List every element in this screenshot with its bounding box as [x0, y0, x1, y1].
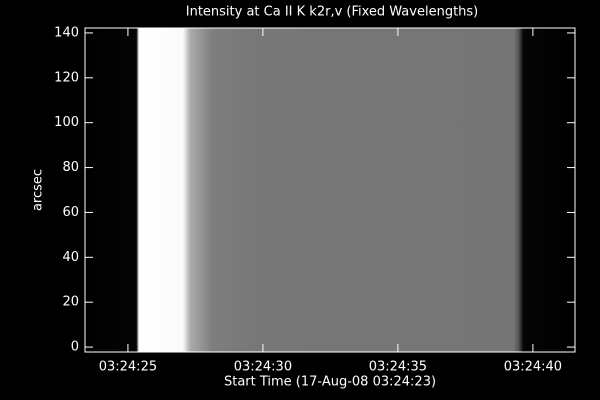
y-tick-label: 0: [71, 340, 79, 355]
chart-title: Intensity at Ca II K k2r,v (Fixed Wavele…: [186, 5, 479, 20]
y-tick-label: 100: [54, 115, 79, 130]
x-tick-label: 03:24:40: [504, 360, 562, 375]
y-tick-label: 120: [54, 70, 79, 85]
y-tick-label: 20: [62, 295, 79, 310]
y-tick-label: 80: [62, 160, 79, 175]
x-tick-label: 03:24:30: [234, 360, 292, 375]
y-tick-label: 140: [54, 25, 79, 40]
x-tick-label: 03:24:25: [99, 360, 157, 375]
x-axis-label: Start Time (17-Aug-08 03:24:23): [224, 375, 436, 390]
plot-area: [85, 28, 575, 352]
plot-frame: [84, 27, 576, 353]
y-tick-label: 40: [62, 250, 79, 265]
y-axis-label: arcsec: [31, 169, 46, 211]
y-tick-label: 60: [62, 205, 79, 220]
intensity-image: [85, 28, 575, 352]
x-tick-label: 03:24:35: [369, 360, 427, 375]
